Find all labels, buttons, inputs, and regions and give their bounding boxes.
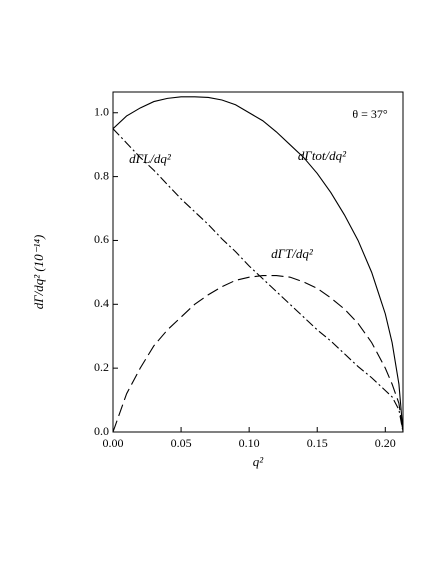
series-line xyxy=(112,275,404,433)
series-label: dΓtot/dq² xyxy=(298,148,347,163)
x-tick-label: 0.20 xyxy=(375,436,396,450)
x-tick-label: 0.05 xyxy=(171,436,192,450)
x-axis-label: q² xyxy=(253,454,265,469)
series-label: dΓT/dq² xyxy=(271,246,314,261)
y-tick-label: 1.0 xyxy=(94,105,109,119)
x-tick-label: 0.10 xyxy=(239,436,260,450)
y-tick-label: 0.8 xyxy=(94,168,109,182)
x-tick-label: 0.00 xyxy=(103,436,124,450)
y-tick-label: 0.4 xyxy=(94,296,109,310)
y-tick-label: 0.0 xyxy=(94,424,109,438)
plot-frame xyxy=(112,91,404,433)
y-tick-label: 0.6 xyxy=(94,232,109,246)
x-tick-label: 0.15 xyxy=(307,436,328,450)
annotation: θ = 37° xyxy=(352,107,388,121)
y-axis-label: dΓ/dq² (10⁻¹⁴) xyxy=(31,235,46,310)
y-tick-label: 0.2 xyxy=(94,360,109,374)
series-label: dΓL/dq² xyxy=(129,151,172,166)
series-line xyxy=(112,96,404,433)
series-line xyxy=(112,128,404,433)
